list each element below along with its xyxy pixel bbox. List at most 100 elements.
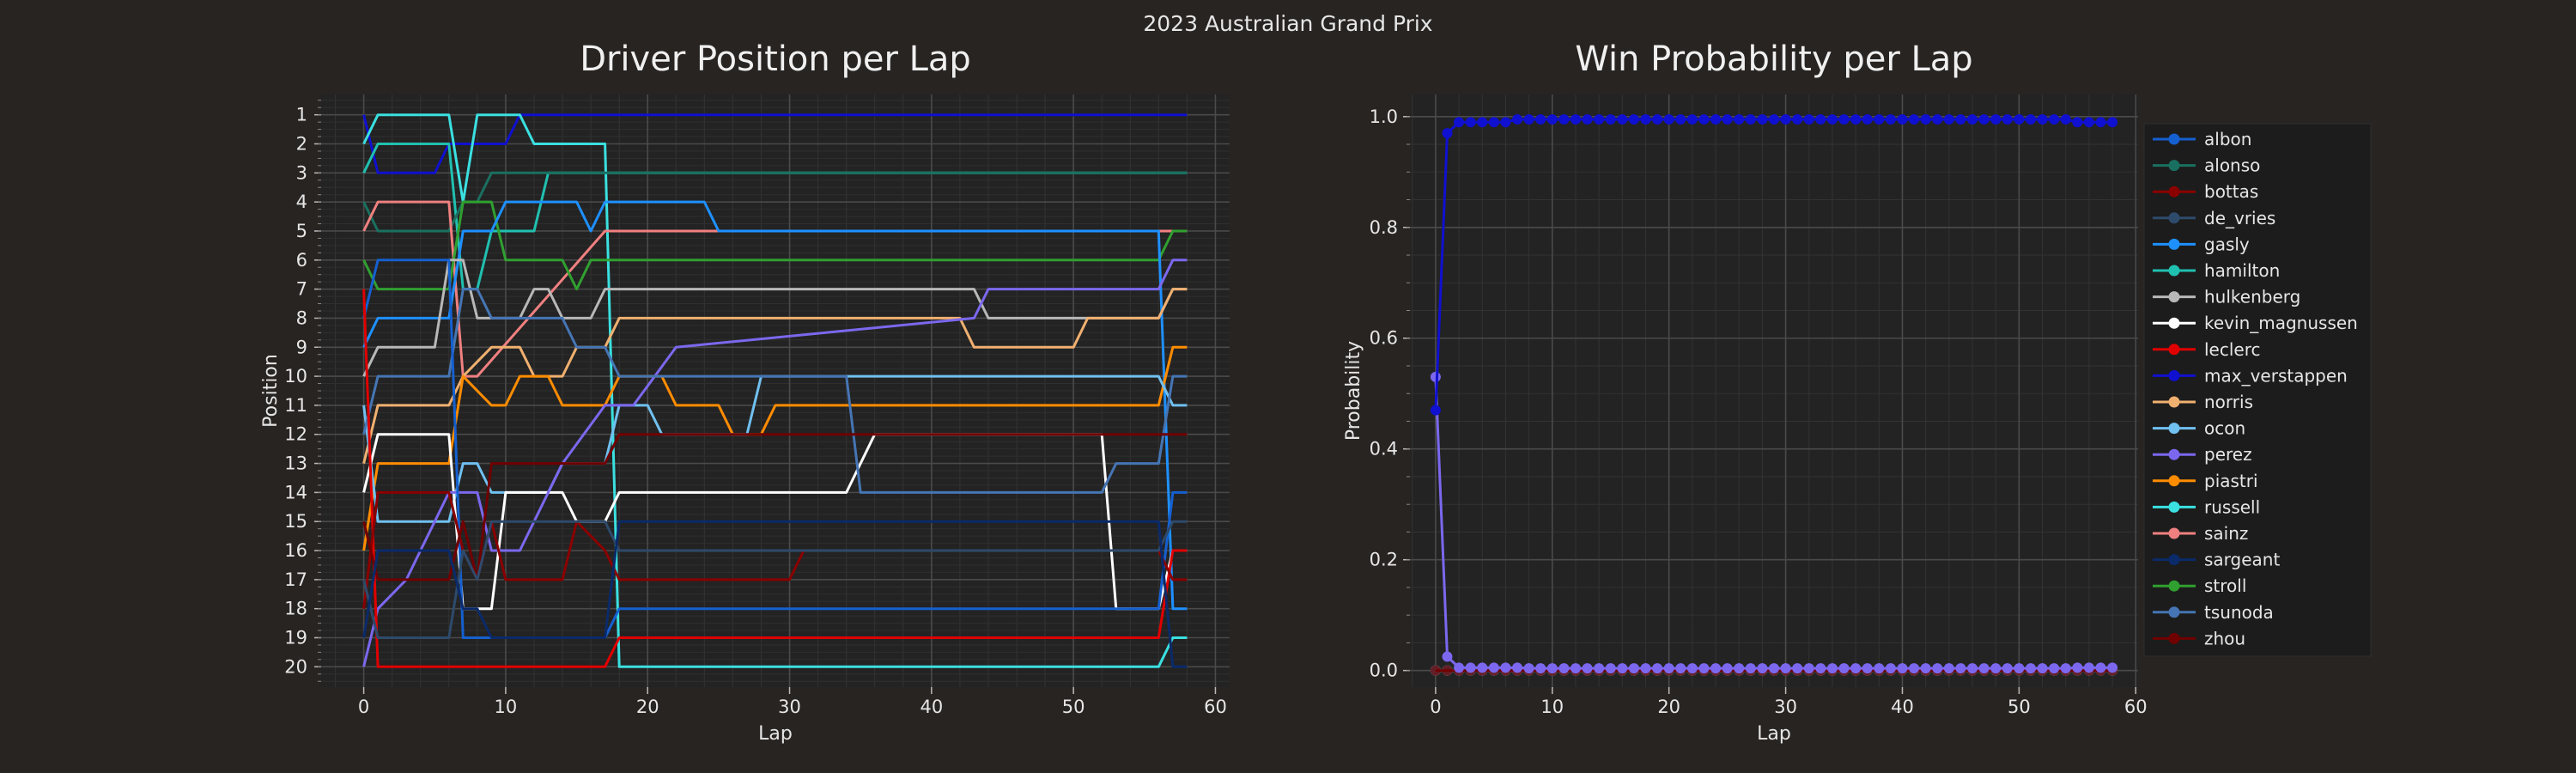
series-line-perez bbox=[362, 259, 1188, 667]
data-point-perez bbox=[1745, 663, 1756, 674]
probability-series-perez bbox=[1430, 371, 2118, 674]
data-point-max-verstappen bbox=[1780, 114, 1791, 125]
y-tick-label: 0.6 bbox=[1370, 328, 1398, 349]
x-tick-label: 60 bbox=[2124, 697, 2148, 717]
legend-item-stroll: stroll bbox=[2153, 575, 2246, 596]
data-point-perez bbox=[2095, 662, 2106, 673]
data-point-perez bbox=[2083, 662, 2094, 673]
data-point-perez bbox=[2072, 662, 2083, 673]
figure-suptitle: 2023 Australian Grand Prix bbox=[1143, 11, 1432, 36]
x-tick-label: 10 bbox=[1540, 697, 1564, 717]
data-point-perez bbox=[1792, 663, 1803, 674]
legend-label: sainz bbox=[2204, 523, 2248, 544]
data-point-max-verstappen bbox=[2025, 114, 2036, 125]
data-point-max-verstappen bbox=[2014, 114, 2025, 125]
data-point-max-verstappen bbox=[1652, 114, 1663, 125]
data-point-perez bbox=[2002, 663, 2013, 674]
legend-swatch-marker bbox=[2168, 344, 2180, 356]
y-tick-label: 3 bbox=[296, 162, 307, 183]
y-tick-label: 17 bbox=[284, 569, 307, 590]
data-point-max-verstappen bbox=[2072, 117, 2083, 128]
data-point-max-verstappen bbox=[1570, 114, 1581, 125]
position-y-axis-label: Position bbox=[260, 354, 282, 428]
data-point-max-verstappen bbox=[1477, 117, 1488, 128]
data-point-max-verstappen bbox=[2083, 117, 2094, 128]
y-tick-label: 8 bbox=[296, 307, 307, 328]
legend-swatch-marker bbox=[2168, 632, 2180, 644]
data-point-perez bbox=[1675, 663, 1686, 674]
legend-swatch-marker bbox=[2168, 396, 2180, 408]
probability-y-axis-label: Probability bbox=[1343, 341, 1364, 441]
y-tick-label: 1 bbox=[296, 105, 307, 125]
data-point-max-verstappen bbox=[1769, 114, 1779, 125]
legend-swatch-marker bbox=[2168, 580, 2180, 592]
y-tick-label: 0.2 bbox=[1370, 550, 1398, 570]
data-point-max-verstappen bbox=[1757, 114, 1768, 125]
data-point-max-verstappen bbox=[1978, 114, 1990, 125]
position-x-axis-label: Lap bbox=[758, 723, 793, 745]
data-point-max-verstappen bbox=[1558, 114, 1570, 125]
probability-minor-grid bbox=[1410, 94, 2138, 687]
data-point-perez bbox=[1967, 663, 1978, 674]
data-point-perez bbox=[2060, 663, 2071, 674]
data-point-max-verstappen bbox=[1909, 114, 1920, 125]
data-point-perez bbox=[1769, 663, 1779, 674]
data-point-max-verstappen bbox=[1710, 114, 1722, 125]
probability-series-max-verstappen bbox=[1430, 114, 2118, 416]
x-tick-label: 30 bbox=[778, 697, 801, 717]
legend-label: leclerc bbox=[2204, 339, 2261, 360]
data-point-max-verstappen bbox=[1617, 114, 1628, 125]
legend-item-hulkenberg: hulkenberg bbox=[2153, 287, 2300, 307]
legend-label: perez bbox=[2204, 444, 2252, 465]
x-tick-label: 60 bbox=[1204, 697, 1227, 717]
legend-label: kevin_magnussen bbox=[2204, 313, 2358, 333]
data-point-perez bbox=[2014, 663, 2025, 674]
legend-item-perez: perez bbox=[2153, 444, 2252, 465]
y-tick-label: 1.0 bbox=[1370, 107, 1398, 127]
legend-swatch-marker bbox=[2168, 448, 2180, 460]
legend-label: albon bbox=[2204, 129, 2251, 149]
data-point-max-verstappen bbox=[1792, 114, 1803, 125]
data-point-perez bbox=[1780, 663, 1791, 674]
data-point-perez bbox=[1605, 663, 1616, 674]
probability-x-ticks: 0 10 20 30 40 50 60 bbox=[1430, 687, 2148, 717]
legend-label: gasly bbox=[2204, 234, 2250, 254]
x-tick-label: 50 bbox=[2008, 697, 2031, 717]
data-point-max-verstappen bbox=[2060, 114, 2071, 125]
legend-label: piastri bbox=[2204, 471, 2258, 491]
data-point-max-verstappen bbox=[1442, 128, 1453, 139]
legend-label: sargeant bbox=[2204, 550, 2280, 570]
legend-swatch-marker bbox=[2168, 238, 2180, 250]
data-point-max-verstappen bbox=[1885, 114, 1896, 125]
legend-item-piastri: piastri bbox=[2153, 471, 2258, 491]
legend-swatch-marker bbox=[2168, 212, 2180, 224]
data-point-perez bbox=[1897, 663, 1908, 674]
legend-item-bottas: bottas bbox=[2153, 181, 2258, 202]
legend-item-max-verstappen: max_verstappen bbox=[2153, 365, 2348, 386]
legend-swatch-marker bbox=[2168, 186, 2180, 198]
legend-swatch-marker bbox=[2168, 133, 2180, 145]
x-tick-label: 0 bbox=[1430, 697, 1441, 717]
legend-label: norris bbox=[2204, 392, 2253, 412]
data-point-perez bbox=[2037, 663, 2048, 674]
legend-swatch-marker bbox=[2168, 423, 2180, 435]
data-point-perez bbox=[1990, 663, 2002, 674]
data-point-perez bbox=[2025, 663, 2036, 674]
data-point-max-verstappen bbox=[1454, 117, 1465, 128]
data-point-max-verstappen bbox=[1932, 114, 1943, 125]
data-point-perez bbox=[1582, 663, 1593, 674]
legend-label: zhou bbox=[2204, 628, 2245, 648]
position-chart: 0 10 20 30 40 50 60 12345678910111213141516171… bbox=[260, 40, 1230, 745]
y-tick-label: 15 bbox=[284, 511, 307, 532]
data-point-zhou bbox=[1442, 665, 1453, 676]
data-point-max-verstappen bbox=[1803, 114, 1814, 125]
y-tick-label: 13 bbox=[284, 453, 307, 474]
series-line-piastri bbox=[362, 345, 1188, 551]
x-tick-label: 20 bbox=[1657, 697, 1680, 717]
legend-item-hamilton: hamilton bbox=[2153, 260, 2280, 281]
position-x-ticks: 0 10 20 30 40 50 60 bbox=[358, 687, 1227, 717]
data-point-perez bbox=[1909, 663, 1920, 674]
data-point-max-verstappen bbox=[2049, 114, 2060, 125]
series-line-hulkenberg bbox=[362, 259, 1188, 377]
